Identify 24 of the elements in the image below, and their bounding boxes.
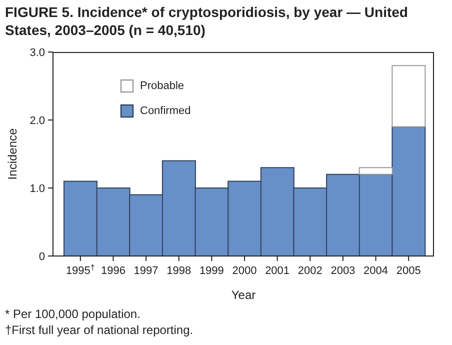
y-tick-label: 3.0 bbox=[30, 46, 45, 59]
x-tick-label: 1998 bbox=[166, 265, 192, 277]
x-tick-label: 2003 bbox=[330, 265, 356, 277]
chart-title: FIGURE 5. Incidence* of cryptosporidiosis, by year — United States, 2003–2005 (n = 40,510) bbox=[5, 3, 409, 39]
x-tick-label: 1996 bbox=[100, 265, 126, 277]
y-tick-label: 0 bbox=[38, 250, 45, 263]
y-tick-label: 1.0 bbox=[30, 182, 45, 195]
legend-label: Probable bbox=[140, 80, 184, 92]
x-tick-label: 1995$^{†}$ bbox=[66, 262, 95, 277]
x-tick-label: 2001 bbox=[265, 265, 290, 277]
x-tick-label: 1999 bbox=[199, 265, 224, 277]
bar bbox=[392, 65, 426, 128]
text: * Per 100,000 population. bbox=[5, 306, 142, 322]
x-tick-label: 2002 bbox=[298, 265, 322, 277]
legend-label: Confirmed bbox=[140, 104, 191, 116]
bar bbox=[358, 167, 393, 175]
x-tick-label: 2005 bbox=[396, 265, 421, 277]
x-tick-label: 1997 bbox=[134, 265, 158, 277]
text: †First full year of national reporting. bbox=[5, 322, 194, 338]
y-axis-title: Incidence bbox=[5, 128, 20, 180]
y-tick-label: 2.0 bbox=[30, 114, 45, 127]
x-tick-label: 2004 bbox=[364, 265, 388, 277]
x-axis-title: Year bbox=[231, 288, 256, 302]
x-tick-label: 2000 bbox=[232, 265, 257, 277]
